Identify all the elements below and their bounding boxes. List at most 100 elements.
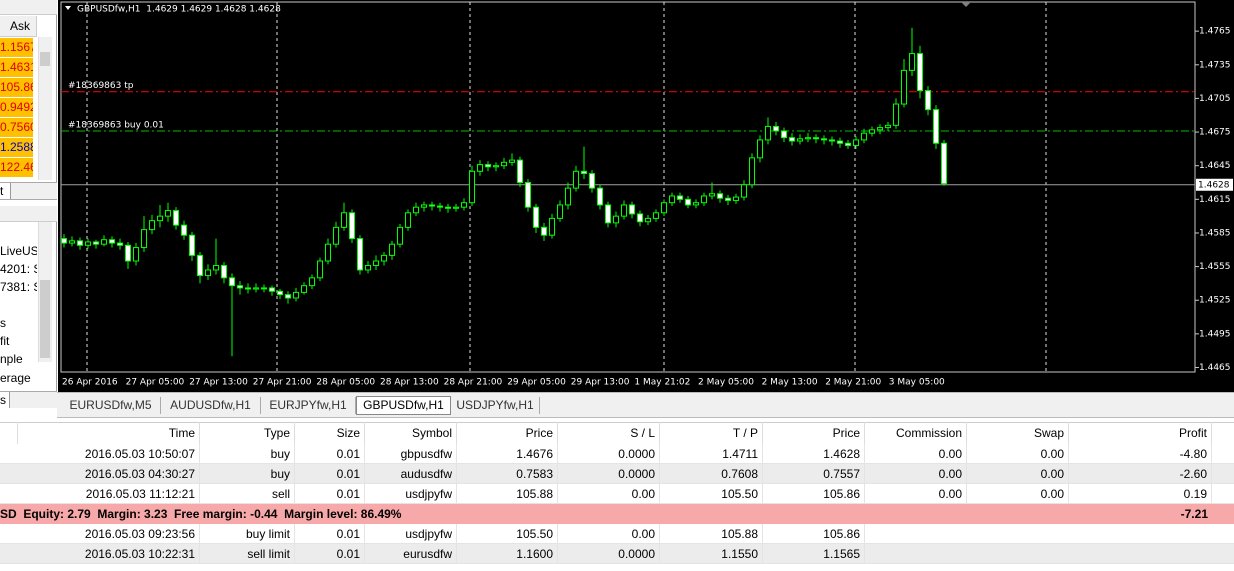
candle-body — [189, 234, 195, 256]
table-cell: 105.88 — [660, 524, 763, 544]
table-cell: 0.00 — [967, 464, 1069, 484]
order-level-label: #18369863 buy 0.01 — [68, 120, 164, 130]
x-tick-label: 2 May 21:00 — [825, 378, 881, 388]
navigator-item[interactable]: fit — [0, 334, 10, 348]
candle-body — [813, 137, 819, 140]
chart-tab[interactable]: GBPUSDfw,H1 — [356, 396, 451, 415]
table-cell: eurusdfw — [365, 544, 457, 564]
candle-body — [861, 132, 867, 141]
candle-body — [885, 124, 891, 129]
candle-body — [917, 53, 923, 92]
column-header[interactable]: T / P — [660, 422, 763, 445]
x-tick-label: 3 May 05:00 — [889, 378, 945, 388]
table-row[interactable] — [0, 524, 1234, 544]
chart-tab[interactable]: AUDUSDfw,H1 — [161, 397, 261, 414]
table-row[interactable] — [0, 484, 1234, 504]
x-tick-label: 26 Apr 2016 — [62, 378, 118, 388]
column-header[interactable]: Time — [18, 422, 200, 445]
candle-body — [437, 205, 443, 208]
candle-body — [237, 285, 243, 289]
candle-body — [749, 157, 755, 186]
candle-body — [381, 254, 387, 262]
navigator-tab[interactable]: s — [0, 392, 10, 408]
candle-body — [85, 241, 91, 246]
column-header[interactable]: Symbol — [365, 422, 457, 445]
navigator-item[interactable]: LiveUS — [0, 244, 37, 258]
candle-body — [373, 260, 379, 266]
column-header[interactable]: Price — [763, 422, 865, 445]
column-header[interactable]: Swap — [967, 422, 1069, 445]
candle-body — [869, 129, 875, 134]
candle-body — [229, 277, 235, 287]
candle-body — [877, 127, 883, 131]
candle-body — [221, 264, 227, 279]
table-cell: 2016.05.03 10:22:31 — [18, 544, 200, 564]
candle-body — [773, 125, 779, 132]
candle-body — [333, 226, 339, 245]
table-cell: 1.1565 — [763, 544, 865, 564]
table-cell: 0.00 — [967, 484, 1069, 504]
ask-header[interactable]: Ask — [0, 16, 37, 37]
candle-body — [709, 193, 715, 197]
navigator-titlebar — [0, 206, 57, 222]
table-cell: 0.0000 — [558, 464, 660, 484]
trade-tab[interactable]: t — [0, 183, 11, 199]
table-cell: 0.00 — [967, 444, 1069, 464]
table-cell: 1.4711 — [660, 444, 763, 464]
table-row[interactable] — [0, 544, 1234, 564]
table-cell: audusdfw — [365, 464, 457, 484]
candle-body — [821, 138, 827, 141]
table-cell: 0.7557 — [763, 464, 865, 484]
candle-body — [629, 204, 635, 215]
candle-body — [245, 287, 251, 290]
candle-body — [941, 142, 947, 185]
column-header[interactable]: Size — [295, 422, 365, 445]
table-cell: -4.80 — [1069, 444, 1212, 464]
table-row[interactable] — [0, 444, 1234, 464]
table-cell: 105.50 — [457, 524, 558, 544]
candle-body — [453, 206, 459, 209]
table-cell: gbpusdfw — [365, 444, 457, 464]
candle-body — [549, 217, 555, 236]
candle-body — [429, 204, 435, 207]
navigator-item[interactable]: s — [0, 316, 6, 330]
navigator-item[interactable]: nple — [0, 352, 23, 366]
x-tick-label: 2 May 13:00 — [762, 378, 818, 388]
column-header[interactable]: Commission — [865, 422, 967, 445]
x-tick-label: 28 Apr 13:00 — [380, 378, 439, 388]
candle-body — [701, 195, 707, 204]
table-cell: 0.0000 — [558, 544, 660, 564]
chart-tab[interactable]: EURJPYfw,H1 — [261, 397, 356, 414]
candle-body — [829, 139, 835, 142]
candle-body — [133, 247, 139, 262]
candle-body — [101, 239, 107, 245]
table-cell: buy limit — [200, 524, 295, 544]
column-header[interactable]: Price — [457, 422, 558, 445]
navigator-item[interactable]: erage — [0, 371, 31, 385]
table-row[interactable] — [0, 464, 1234, 484]
scroll-thumb[interactable] — [40, 280, 50, 358]
candle-body — [893, 103, 899, 126]
table-cell: 0.7583 — [457, 464, 558, 484]
scroll-thumb[interactable] — [40, 52, 50, 66]
table-cell: buy — [200, 464, 295, 484]
navigator-item[interactable]: 7381: S — [0, 280, 37, 294]
candle-body — [725, 197, 731, 201]
table-cell: 1.4628 — [763, 444, 865, 464]
ask-price: 1.2588 — [0, 138, 33, 157]
x-tick-label: 28 Apr 21:00 — [444, 378, 503, 388]
column-header[interactable]: Profit — [1069, 422, 1212, 445]
bid-label-box — [1196, 178, 1233, 191]
candle-body — [493, 165, 499, 168]
column-header[interactable]: Type — [200, 422, 295, 445]
candle-body — [173, 210, 179, 226]
chart-tab[interactable]: USDJPYfw,H1 — [451, 397, 540, 414]
candle-body — [469, 170, 475, 204]
candle-body — [485, 164, 491, 168]
candle-body — [349, 212, 355, 240]
navigator-item[interactable]: 4201: S — [0, 262, 37, 276]
candle-body — [621, 204, 627, 217]
column-header[interactable]: S / L — [558, 422, 660, 445]
chart-tab[interactable]: EURUSDfw,M5 — [61, 397, 161, 414]
